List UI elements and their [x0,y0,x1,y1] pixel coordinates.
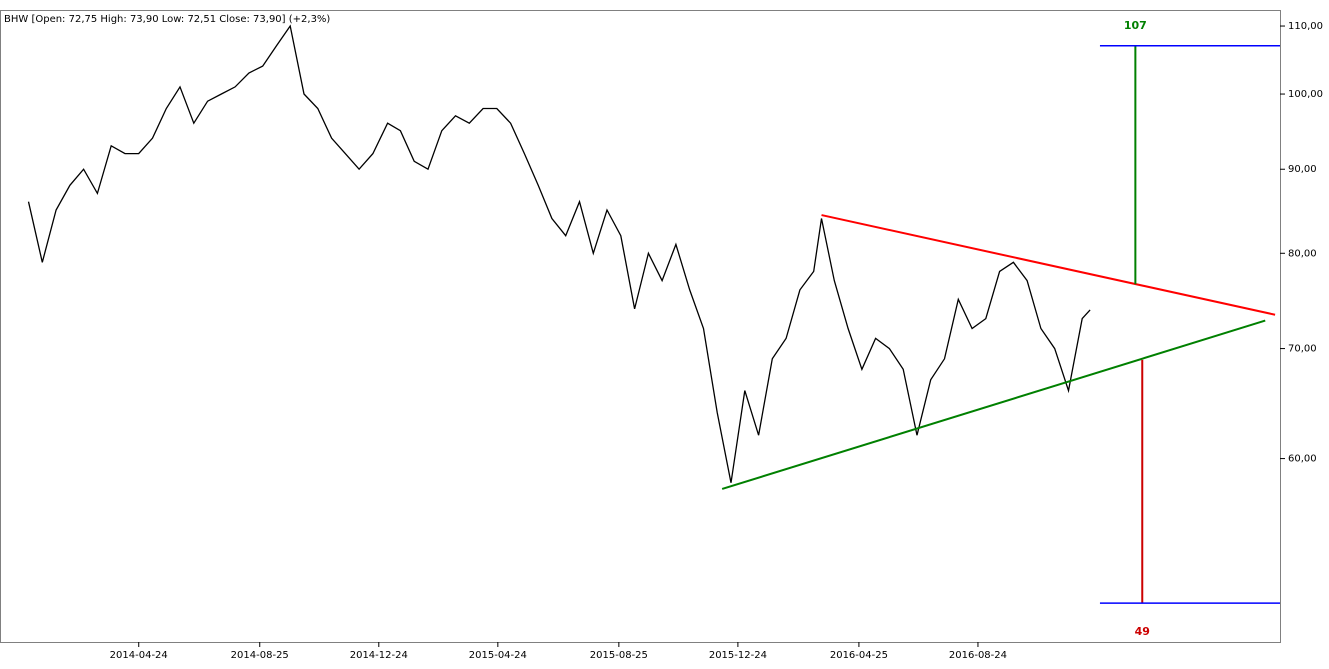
y-tick-label: 90,00 [1288,164,1317,175]
y-tick-label: 100,00 [1288,89,1323,100]
x-tick-label: 2014-04-24 [110,650,168,661]
y-tick-label: 80,00 [1288,248,1317,259]
x-tick-label: 2014-08-25 [231,650,289,661]
price-line [27,24,1091,483]
x-tick-label: 2014-12-24 [350,650,408,661]
y-tick-label: 110,00 [1288,21,1323,32]
x-tick-label: 2016-04-25 [830,650,888,661]
y-tick-label: 70,00 [1288,344,1317,355]
y-tick-label: 60,00 [1288,454,1317,465]
x-tick-label: 2015-04-24 [469,650,527,661]
plot-frame [0,10,1281,643]
x-tick-label: 2016-08-24 [949,650,1007,661]
x-tick-label: 2015-12-24 [709,650,767,661]
target-label: 107 [1124,19,1147,32]
target-label: 49 [1135,625,1150,638]
x-tick-label: 2015-08-25 [590,650,648,661]
trendline [821,214,1276,316]
chart-title: BHW [Open: 72,75 High: 73,90 Low: 72,51 … [4,14,330,25]
trendline [721,319,1266,490]
